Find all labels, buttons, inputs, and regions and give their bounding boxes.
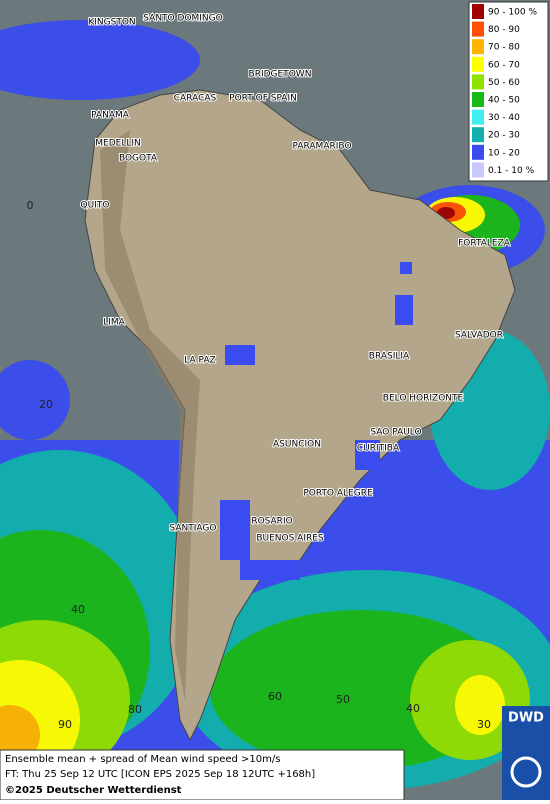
city-label: KINGSTON	[88, 18, 135, 28]
city-label: ASUNCION	[273, 440, 321, 450]
grid-label: 40	[71, 603, 85, 616]
legend-label: 70 - 80	[488, 43, 520, 53]
city-label: PORT OF SPAIN	[229, 94, 297, 104]
logo: DWD	[508, 711, 544, 726]
city-label: PARAMARIBO	[293, 142, 352, 152]
city-label: QUITO	[81, 201, 110, 211]
city-label: CURITIBA	[357, 444, 400, 454]
legend-label: 20 - 30	[488, 131, 520, 141]
legend-label: 40 - 50	[488, 96, 520, 106]
grid-label: 40	[406, 702, 420, 715]
legend: 90 - 100 % 80 - 90 70 - 80 60 - 70 50 - 60 40…	[468, 1, 549, 182]
legend-label: 0.1 - 10 %	[488, 166, 535, 176]
city-label: BRASILIA	[369, 352, 410, 362]
legend-swatch	[472, 4, 484, 19]
city-label: BOGOTA	[119, 154, 158, 164]
grid-label: 90	[58, 718, 72, 731]
legend-label: 80 - 90	[488, 25, 520, 35]
city-label: LA PAZ	[184, 356, 215, 366]
city-label: LIMA	[103, 318, 125, 328]
logo-icon	[510, 756, 542, 788]
city-label: SANTO DOMINGO	[143, 14, 222, 24]
legend-swatch	[472, 74, 484, 90]
city-label: PORTO ALEGRE	[303, 489, 373, 499]
city-label: SANTIAGO	[170, 524, 217, 534]
legend-swatch	[472, 127, 484, 143]
grid-label: 80	[128, 703, 142, 716]
legend-label: 30 - 40	[488, 113, 520, 123]
copyright: ©2025 Deutscher Wetterdienst	[5, 785, 182, 796]
legend-label: 90 - 100 %	[488, 8, 537, 18]
legend-swatch	[472, 21, 484, 37]
city-label: MEDELLIN	[95, 139, 140, 149]
legend-swatch	[472, 162, 484, 178]
grid-label: 60	[268, 690, 282, 703]
city-label: BELO HORIZONTE	[383, 394, 464, 404]
city-label: ROSARIO	[251, 517, 292, 527]
logo-box	[502, 706, 550, 800]
city-label: CARACAS	[174, 94, 217, 104]
city-label: SALVADOR	[455, 331, 503, 341]
city-label: PANAMA	[91, 111, 130, 121]
legend-label: 10 - 20	[488, 148, 520, 158]
footer-line: FT: Thu 25 Sep 12 UTC [ICON EPS 2025 Sep…	[5, 769, 315, 780]
legend-swatch	[472, 144, 484, 160]
legend-swatch	[472, 56, 484, 72]
legend-label: 50 - 60	[488, 78, 520, 88]
legend-swatch	[472, 109, 484, 125]
legend-label: 60 - 70	[488, 60, 520, 70]
legend-swatch	[472, 92, 484, 107]
legend-swatch	[472, 39, 484, 55]
city-label: SAO PAULO	[370, 428, 421, 438]
grid-label: 0	[27, 199, 34, 212]
city-label: FORTALEZA	[458, 239, 511, 249]
grid-label: 30	[477, 718, 491, 731]
city-label: BRIDGETOWN	[249, 70, 312, 80]
footer-box	[0, 749, 405, 801]
andes	[100, 130, 200, 700]
grid-label: 50	[336, 693, 350, 706]
city-label: BUENOS AIRES	[256, 534, 324, 544]
grid-labels: 0 20 40 80 90 60 50 40 30	[27, 199, 492, 731]
footer-line: Ensemble mean + spread of Mean wind spee…	[5, 754, 280, 765]
wind-over-land	[220, 262, 413, 580]
grid-label: 20	[39, 398, 53, 411]
cities: KINGSTON SANTO DOMINGO BRIDGETOWN PANAMA CAR…	[80, 13, 512, 545]
